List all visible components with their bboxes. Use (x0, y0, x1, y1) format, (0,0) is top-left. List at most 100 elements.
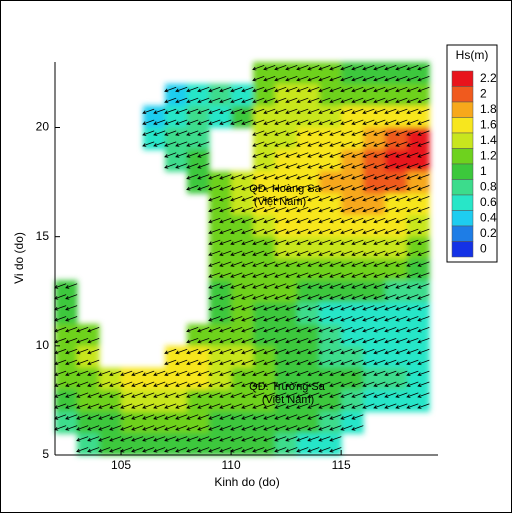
cell (319, 171, 342, 194)
arrow (153, 403, 166, 409)
arrow (329, 359, 342, 366)
arrow (307, 381, 320, 387)
arrow (329, 392, 342, 398)
arrow (307, 414, 320, 420)
arrow (98, 381, 111, 387)
arrow (241, 403, 254, 409)
arrow (241, 425, 254, 431)
arrow (296, 403, 309, 409)
arrow (263, 86, 276, 93)
arrow (241, 174, 254, 180)
arrow (274, 196, 287, 202)
arrow (208, 392, 221, 398)
arrow (417, 141, 430, 147)
arrow (340, 425, 353, 431)
x-tick-label: 105 (111, 458, 131, 472)
cell (363, 62, 386, 85)
arrow (197, 348, 210, 355)
arrow (153, 436, 166, 442)
arrow (131, 381, 144, 387)
arrow (175, 108, 188, 115)
arrow (384, 75, 397, 82)
cell (319, 193, 342, 216)
arrow (274, 414, 287, 420)
arrow (384, 294, 397, 300)
arrow (384, 392, 397, 398)
arrow (208, 206, 221, 213)
y-tick-label: 10 (36, 338, 50, 352)
arrow (263, 392, 276, 398)
cell (341, 411, 364, 434)
arrow (208, 86, 221, 93)
x-tick-label: 110 (222, 458, 241, 472)
arrow (285, 403, 298, 409)
arrow (241, 348, 254, 355)
arrow (263, 174, 276, 180)
arrow (164, 381, 177, 387)
arrow (241, 370, 254, 377)
arrow (329, 305, 342, 311)
place-label: QĐ. Hoàng Sa (249, 183, 321, 195)
arrow (417, 86, 430, 93)
arrow (142, 381, 155, 387)
arrow (417, 108, 430, 115)
colorbar-swatch (451, 86, 474, 103)
arrow (241, 327, 254, 333)
arrow (274, 305, 287, 311)
arrow (329, 75, 342, 82)
arrow (417, 152, 430, 158)
arrow (241, 261, 254, 267)
arrow (340, 206, 353, 213)
arrow (65, 327, 78, 333)
arrow (384, 381, 397, 387)
colorbar-title: Hs(m) (456, 48, 489, 62)
arrow (197, 174, 210, 180)
cell (165, 127, 188, 150)
arrow (285, 141, 298, 147)
arrow (362, 185, 375, 191)
cell (385, 367, 408, 391)
arrow (175, 425, 188, 431)
arrow (340, 185, 353, 191)
arrow (208, 174, 221, 180)
arrow (208, 217, 221, 224)
cell (121, 389, 144, 412)
arrow (417, 75, 430, 82)
arrow (351, 119, 364, 125)
cell (319, 324, 342, 347)
arrow (153, 141, 166, 147)
cell (187, 389, 210, 412)
arrow (351, 425, 364, 431)
arrow (373, 370, 386, 377)
cell (77, 411, 100, 434)
arrow (197, 119, 210, 125)
arrow (230, 348, 243, 355)
arrow (230, 86, 243, 93)
arrow (362, 272, 375, 278)
arrow (263, 425, 276, 431)
arrow (351, 206, 364, 213)
arrow (318, 370, 331, 377)
arrow (230, 196, 243, 202)
arrow (164, 108, 177, 115)
arrow (120, 425, 133, 431)
arrow (417, 206, 430, 213)
arrow (307, 305, 320, 311)
arrow (219, 436, 232, 442)
arrow (252, 174, 265, 180)
arrow (417, 97, 430, 104)
cell (55, 324, 78, 347)
arrow (197, 425, 210, 431)
arrow (329, 119, 342, 125)
arrow (296, 392, 309, 398)
arrow (142, 447, 155, 453)
arrow (307, 119, 320, 125)
arrow (318, 359, 331, 366)
cell (275, 214, 298, 238)
arrow (109, 425, 122, 431)
arrow (274, 65, 287, 71)
arrow (208, 294, 221, 300)
cell (253, 433, 276, 456)
cell (253, 214, 276, 238)
arrow (285, 337, 298, 344)
